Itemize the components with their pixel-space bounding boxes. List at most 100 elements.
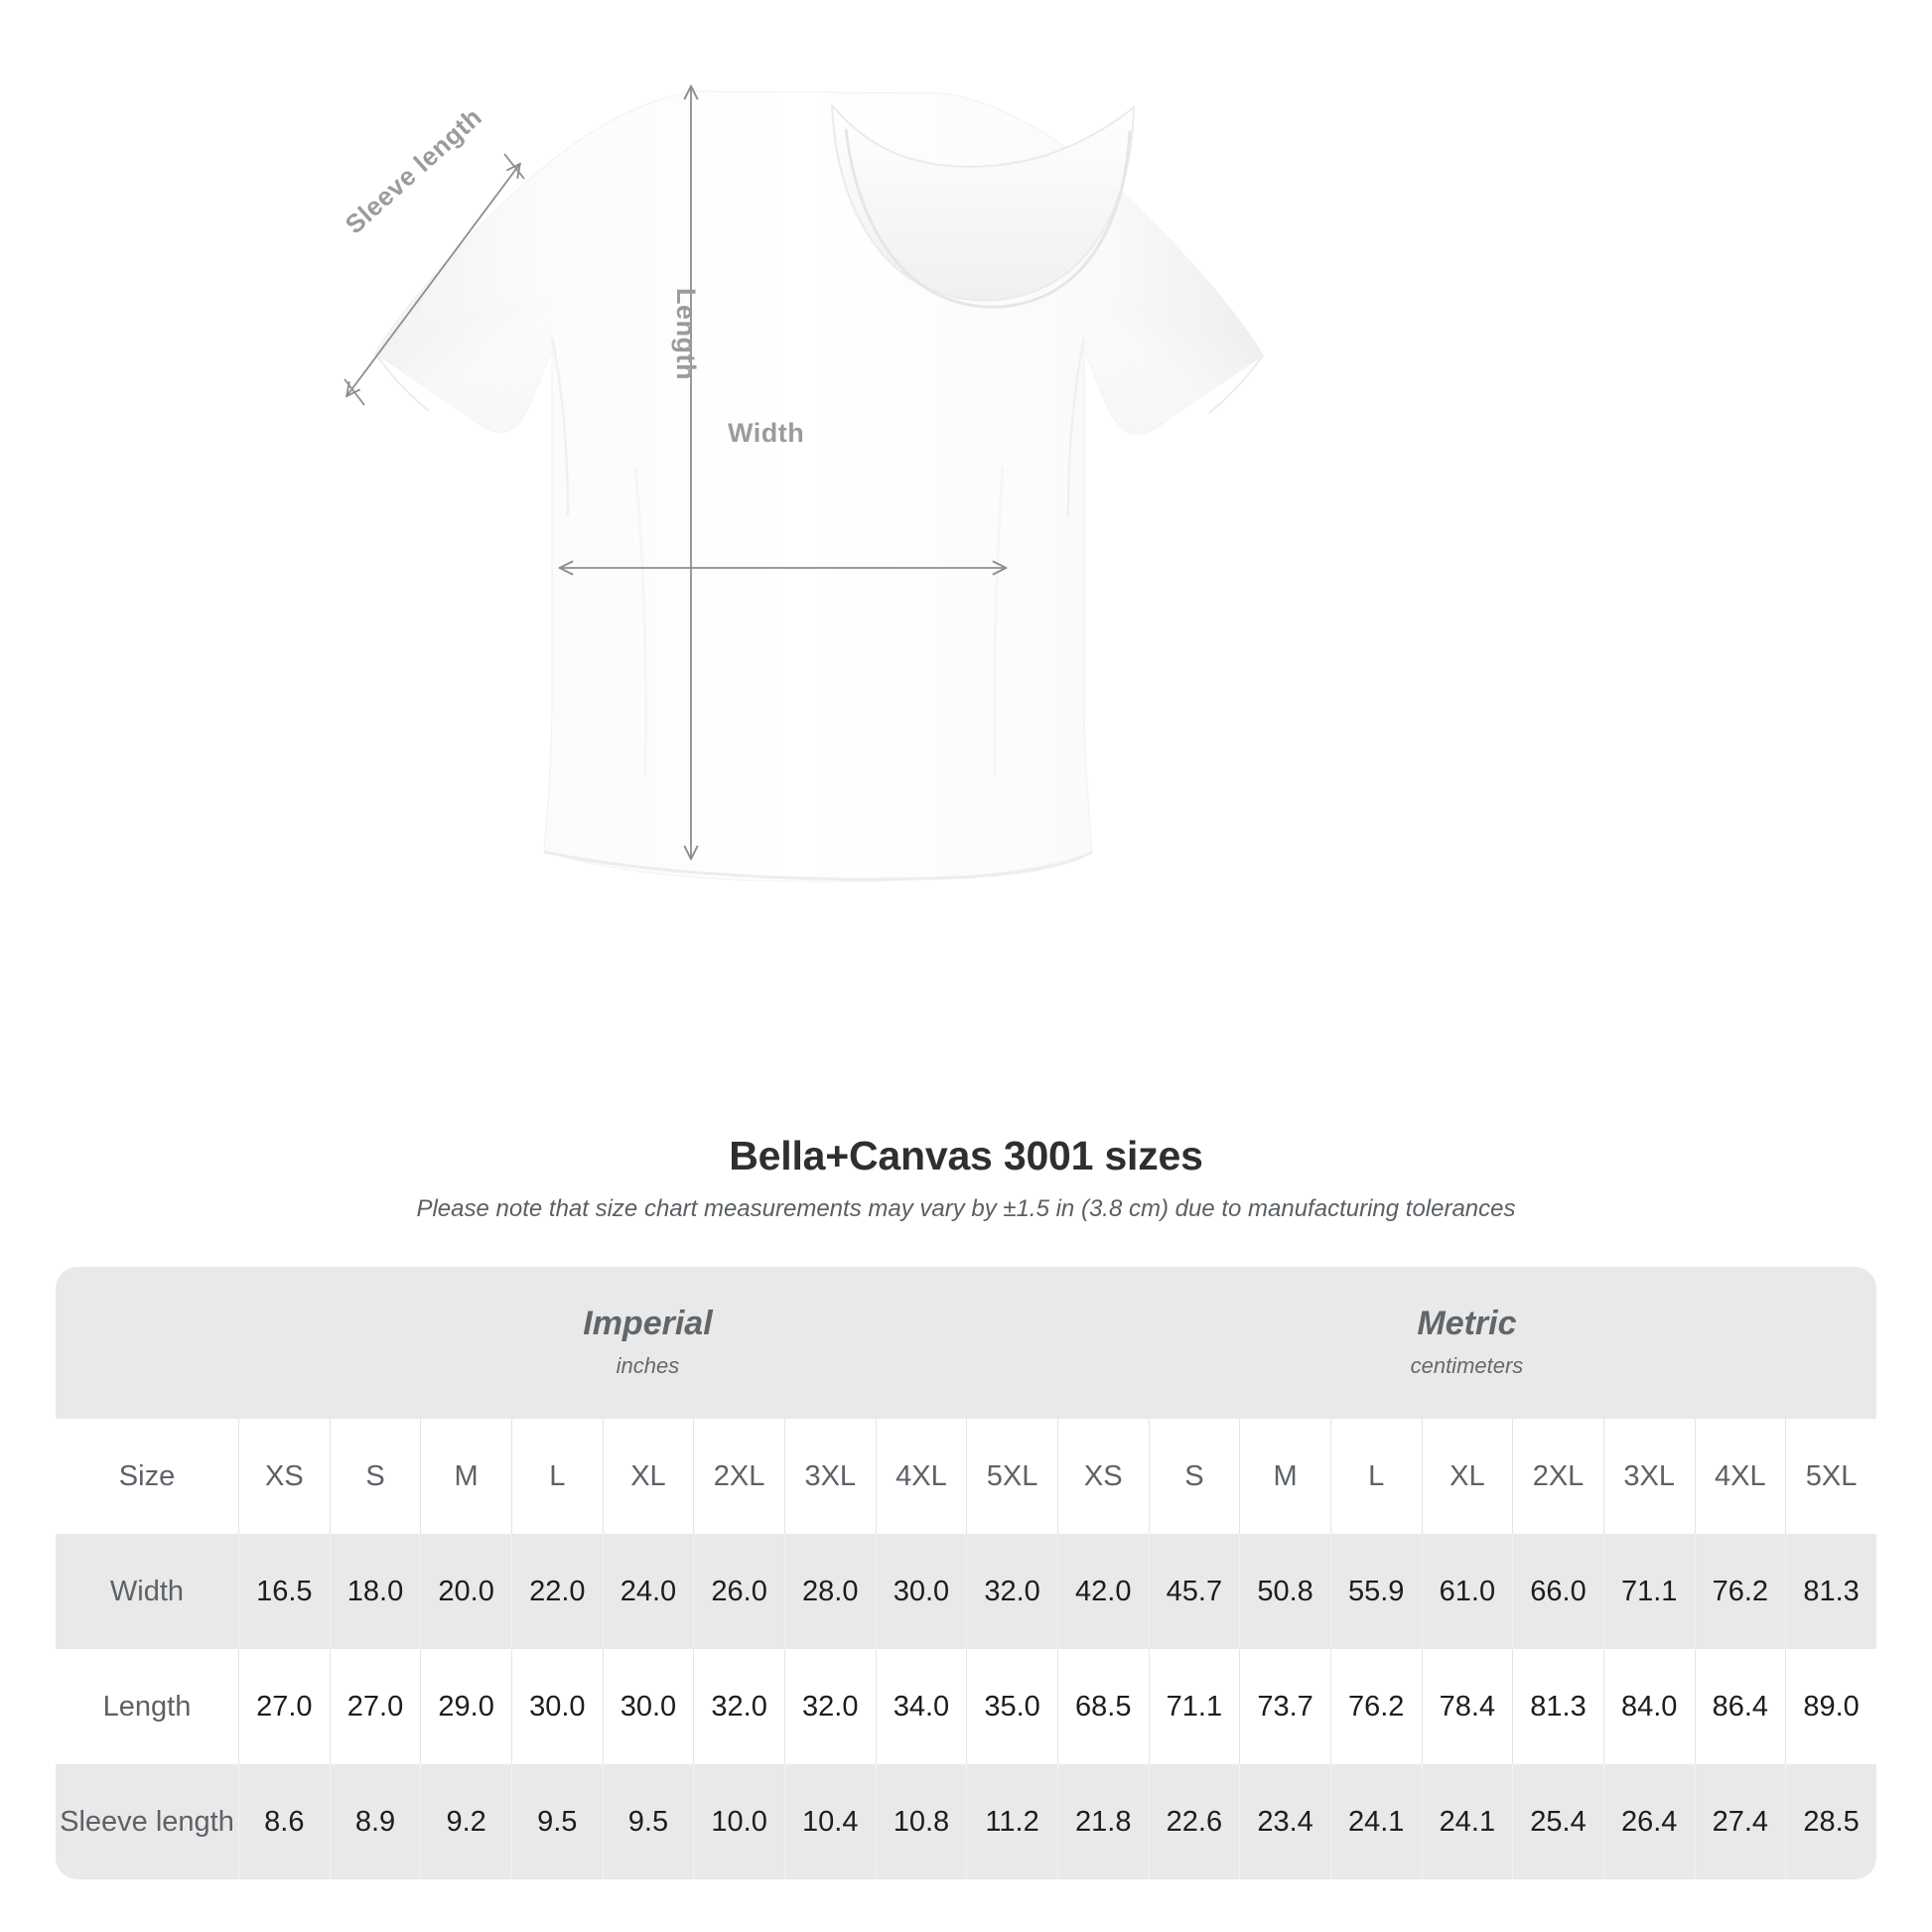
measurement-cell: 26.0 <box>693 1534 784 1649</box>
measurement-cell: 86.4 <box>1694 1649 1786 1764</box>
size-table: Imperial inches Metric centimeters Size … <box>56 1267 1876 1879</box>
measurement-cell: 78.4 <box>1421 1649 1513 1764</box>
size-header-cell: M <box>420 1419 511 1534</box>
measurement-cell: 32.0 <box>783 1649 876 1764</box>
measurement-cell: 71.1 <box>1148 1649 1240 1764</box>
measurement-cell: 27.0 <box>329 1649 421 1764</box>
size-header-cell: XL <box>1421 1419 1513 1534</box>
measurement-cell: 28.0 <box>783 1534 876 1649</box>
measurement-cell: 30.0 <box>875 1534 967 1649</box>
tshirt-illustration <box>344 0 1264 883</box>
measurement-cell: 9.5 <box>602 1764 694 1879</box>
measurement-cell: 35.0 <box>966 1649 1057 1764</box>
size-table-container: Imperial inches Metric centimeters Size … <box>56 1267 1876 1879</box>
measurement-cell: 8.6 <box>238 1764 330 1879</box>
measurement-cell: 20.0 <box>420 1534 511 1649</box>
measurement-cell: 21.8 <box>1056 1764 1149 1879</box>
row-label-sleeve-length: Sleeve length <box>56 1764 238 1879</box>
unit-group-imperial: Imperial inches <box>238 1267 1057 1419</box>
size-header-cell: L <box>510 1419 603 1534</box>
measurement-cell: 9.2 <box>420 1764 511 1879</box>
measurement-cell: 26.4 <box>1602 1764 1695 1879</box>
table-row: Width 16.5 18.0 20.0 22.0 24.0 26.0 28.0… <box>56 1534 1876 1649</box>
measurement-cell: 32.0 <box>693 1649 784 1764</box>
measurement-cell: 89.0 <box>1785 1649 1876 1764</box>
measurement-cell: 22.0 <box>510 1534 603 1649</box>
page-title: Bella+Canvas 3001 sizes <box>729 1133 1203 1178</box>
row-label-length: Length <box>56 1649 238 1764</box>
measurement-cell: 76.2 <box>1329 1649 1422 1764</box>
measurement-cell: 11.2 <box>966 1764 1057 1879</box>
measurement-cell: 50.8 <box>1239 1534 1330 1649</box>
right-sleeve-shading <box>1084 298 1263 435</box>
width-label: Width <box>728 418 805 448</box>
size-header-cell: S <box>1148 1419 1240 1534</box>
table-row: Sleeve length 8.6 8.9 9.2 9.5 9.5 10.0 1… <box>56 1764 1876 1879</box>
size-header-cell: 2XL <box>1512 1419 1603 1534</box>
collar-shape <box>830 102 1136 309</box>
measurement-cell: 22.6 <box>1148 1764 1240 1879</box>
shirt-diagram: Sleeve length Length Width <box>339 0 1264 883</box>
measurement-cell: 16.5 <box>238 1534 330 1649</box>
measurement-cell: 81.3 <box>1512 1649 1603 1764</box>
measurement-cell: 24.1 <box>1329 1764 1422 1879</box>
size-header-cell: XS <box>238 1419 330 1534</box>
measurement-cell: 34.0 <box>875 1649 967 1764</box>
size-header-cell: XS <box>1056 1419 1149 1534</box>
measurement-cell: 25.4 <box>1512 1764 1603 1879</box>
measurement-cell: 42.0 <box>1056 1534 1149 1649</box>
size-header-cell: M <box>1239 1419 1330 1534</box>
measurement-cell: 27.0 <box>238 1649 330 1764</box>
size-header-cell: 3XL <box>783 1419 876 1534</box>
measurement-cell: 76.2 <box>1694 1534 1786 1649</box>
unit-header-row: Imperial inches Metric centimeters <box>56 1267 1876 1419</box>
unit-group-imperial-name: Imperial <box>583 1304 713 1342</box>
measurement-cell: 81.3 <box>1785 1534 1876 1649</box>
unit-group-metric-name: Metric <box>1417 1304 1517 1342</box>
measurement-cell: 10.8 <box>875 1764 967 1879</box>
measurement-cell: 8.9 <box>329 1764 421 1879</box>
length-label: Length <box>671 288 701 380</box>
measurement-cell: 55.9 <box>1329 1534 1422 1649</box>
measurement-cell: 84.0 <box>1602 1649 1695 1764</box>
size-header-cell: 5XL <box>1785 1419 1876 1534</box>
measurement-cell: 10.0 <box>693 1764 784 1879</box>
size-header-row: Size XS S M L XL 2XL 3XL 4XL 5XL XS S M … <box>56 1419 1876 1534</box>
row-label-width: Width <box>56 1534 238 1649</box>
measurement-cell: 10.4 <box>783 1764 876 1879</box>
measurement-cell: 61.0 <box>1421 1534 1513 1649</box>
measurement-cell: 73.7 <box>1239 1649 1330 1764</box>
measurement-cell: 24.0 <box>602 1534 694 1649</box>
measurement-cell: 24.1 <box>1421 1764 1513 1879</box>
table-row: Length 27.0 27.0 29.0 30.0 30.0 32.0 32.… <box>56 1649 1876 1764</box>
measurement-cell: 23.4 <box>1239 1764 1330 1879</box>
size-header-cell: 4XL <box>1694 1419 1786 1534</box>
size-header-cell: L <box>1329 1419 1422 1534</box>
size-header-cell: 2XL <box>693 1419 784 1534</box>
size-header-cell: 5XL <box>966 1419 1057 1534</box>
measurement-cell: 45.7 <box>1148 1534 1240 1649</box>
unit-group-imperial-sub: inches <box>616 1353 680 1379</box>
chart-heading-block: Bella+Canvas 3001 sizes Please note that… <box>0 1132 1932 1224</box>
measurement-cell: 30.0 <box>510 1649 603 1764</box>
measurement-cell: 71.1 <box>1602 1534 1695 1649</box>
measurement-cell: 18.0 <box>329 1534 421 1649</box>
measurement-cell: 27.4 <box>1694 1764 1786 1879</box>
measurement-cell: 68.5 <box>1056 1649 1149 1764</box>
shirt-body-shape <box>374 90 1264 883</box>
size-header-cell: 4XL <box>875 1419 967 1534</box>
measurement-cell: 66.0 <box>1512 1534 1603 1649</box>
unit-header-spacer <box>56 1267 238 1419</box>
tolerance-note: Please note that size chart measurements… <box>416 1195 1516 1223</box>
unit-group-metric: Metric centimeters <box>1056 1267 1876 1419</box>
size-header-cell: XL <box>602 1419 694 1534</box>
measurement-cell: 28.5 <box>1785 1764 1876 1879</box>
sleeve-length-dimension-arrow <box>344 153 525 406</box>
size-header-cell: 3XL <box>1602 1419 1695 1534</box>
measurement-cell: 29.0 <box>420 1649 511 1764</box>
measurement-cell: 30.0 <box>602 1649 694 1764</box>
size-header-cell: S <box>329 1419 421 1534</box>
size-header-label: Size <box>56 1419 238 1534</box>
measurement-cell: 9.5 <box>510 1764 603 1879</box>
unit-group-metric-sub: centimeters <box>1410 1353 1524 1379</box>
